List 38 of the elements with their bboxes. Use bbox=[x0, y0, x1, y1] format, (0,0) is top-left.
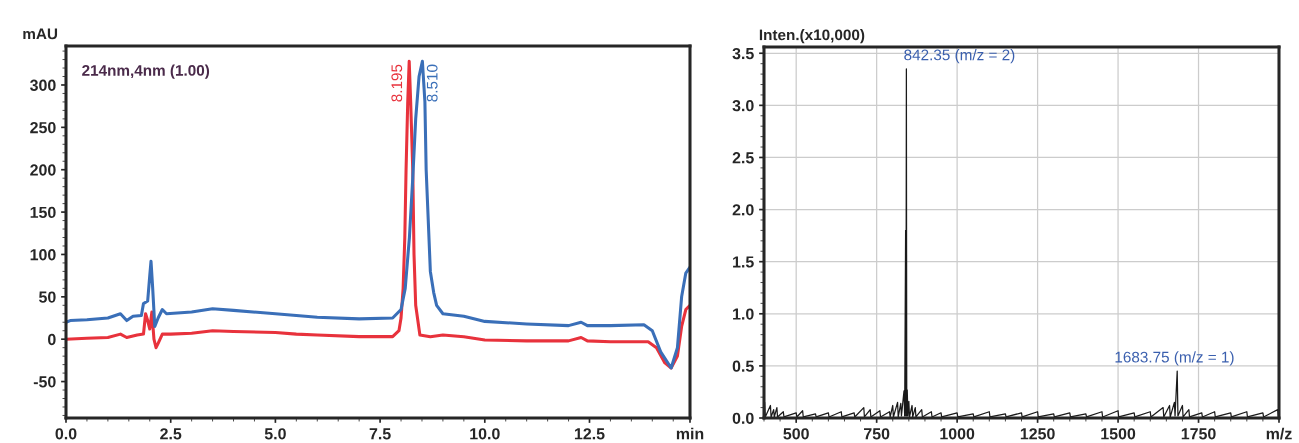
y-tick-label: -50 bbox=[33, 376, 56, 388]
y-tick-label: 200 bbox=[30, 164, 56, 176]
x-tick-label: 10.0 bbox=[470, 428, 500, 440]
y-tick-label: 300 bbox=[30, 79, 56, 91]
x-tick-label: 5.0 bbox=[264, 428, 286, 440]
y-tick-label: 1.0 bbox=[733, 308, 754, 320]
y-tick-label: 3.5 bbox=[732, 47, 754, 60]
y-tick-label: 150 bbox=[30, 206, 56, 219]
x-tick-label: 750 bbox=[864, 428, 890, 440]
x-tick-label: 1500 bbox=[1101, 428, 1136, 440]
x-tick-label: 2.5 bbox=[160, 428, 182, 440]
annotation: 842.35 (m/z = 2) bbox=[904, 49, 1015, 64]
x-tick-label: 1750 bbox=[1181, 428, 1216, 440]
y-tick-label: 0 bbox=[48, 333, 56, 346]
line-series bbox=[66, 59, 690, 370]
x-tick-label: 0.0 bbox=[55, 428, 77, 440]
annotation: 1683.75 (m/z = 1) bbox=[1115, 351, 1234, 366]
y-tick-label: 1.5 bbox=[733, 256, 754, 268]
x-tick-label: min bbox=[676, 427, 704, 440]
y-tick-label: 3.0 bbox=[732, 99, 754, 112]
x-tick-label: 500 bbox=[783, 428, 809, 440]
y-tick-label: 250 bbox=[30, 121, 56, 134]
annotation: 8.195 bbox=[391, 64, 403, 102]
x-tick-label: 7.5 bbox=[369, 428, 391, 440]
y-axis-title: mAU bbox=[23, 28, 58, 40]
y-tick-label: 0.5 bbox=[732, 360, 754, 372]
x-tick-label: 1250 bbox=[1020, 428, 1055, 440]
y-axis-title: Inten.(x10,000) bbox=[759, 29, 865, 44]
annotation: 8.510 bbox=[426, 64, 438, 102]
y-tick-label: 2.0 bbox=[732, 204, 754, 216]
y-tick-label: 100 bbox=[30, 249, 56, 261]
y-tick-label: 2.5 bbox=[732, 152, 754, 164]
x-tick-label: 1000 bbox=[940, 428, 975, 440]
annotation: 214nm,4nm (1.00) bbox=[82, 64, 210, 79]
x-tick-label: 12.5 bbox=[574, 428, 605, 440]
y-tick-label: 50 bbox=[39, 291, 56, 303]
x-tick-label: m/z bbox=[1266, 427, 1292, 440]
y-tick-label: 0.0 bbox=[732, 412, 754, 424]
